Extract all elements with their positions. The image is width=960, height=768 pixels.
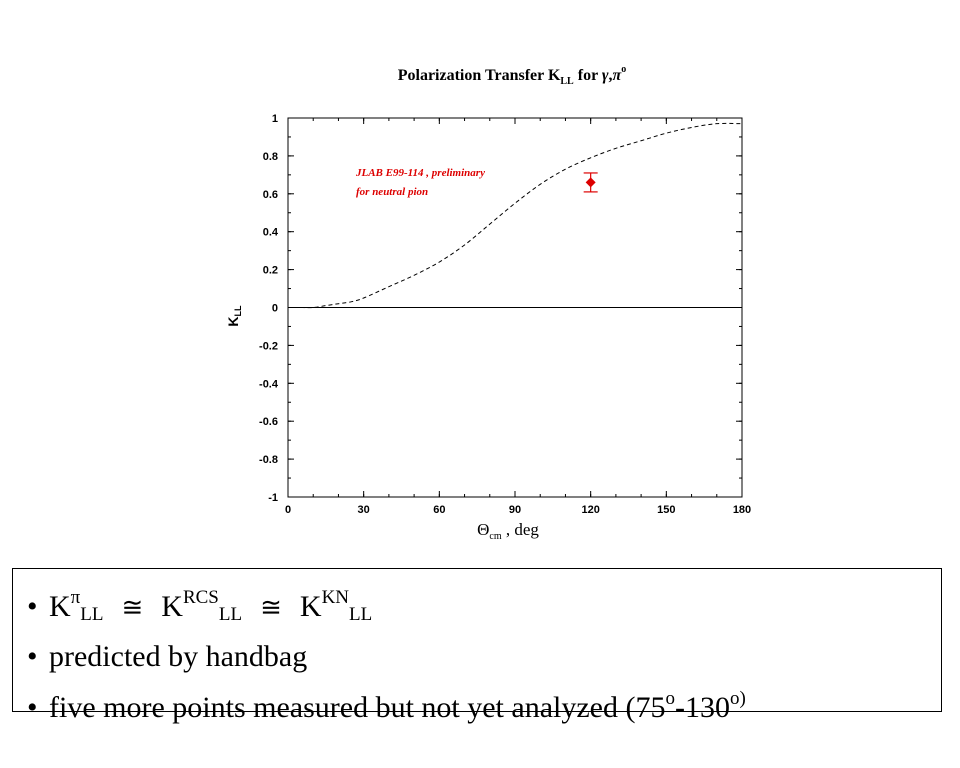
annotation-line2: for neutral pion: [356, 186, 428, 198]
y-tick-label: -1: [268, 492, 278, 504]
chart-title-mid: for: [574, 67, 602, 84]
y-axis-label-sub: LL: [233, 305, 243, 316]
x-tick-label: 150: [657, 504, 675, 516]
bullet-dot: •: [27, 590, 38, 623]
y-tick-label: 0.4: [263, 227, 279, 239]
approx-symbol-1: ≅: [121, 593, 144, 622]
chart-title-comma: ,: [609, 67, 613, 84]
handbag-prediction-curve: [300, 122, 743, 309]
bullet-handbag-text: predicted by handbag: [49, 640, 308, 673]
x-tick-labels: 0 30 60 90 120 150 180: [285, 504, 751, 516]
x-tick-label: 90: [509, 504, 521, 516]
bullet-kll-relation: • KπLL ≅ KRCSLL ≅ KKNLL: [27, 577, 941, 636]
bullet-more-points-text: five more points measured but not yet an…: [49, 691, 666, 724]
y-tick-label: -0.8: [259, 454, 278, 466]
jlab-data-point: [583, 172, 598, 193]
bullet-dot: •: [27, 640, 38, 673]
y-axis-label-main: K: [225, 316, 241, 326]
y-tick-label: 1: [272, 113, 278, 125]
kll-chart: Polarization Transfer KLL for γ,πo 10.80…: [225, 64, 751, 542]
range-end: -130: [674, 691, 730, 724]
chart-title-sub: LL: [560, 76, 574, 87]
k-kn: K: [299, 590, 322, 623]
ll-subscript-3: LL: [349, 604, 373, 625]
kn-superscript: KN: [321, 587, 350, 608]
x-tick-label: 30: [358, 504, 370, 516]
chart-title: Polarization Transfer KLL for γ,πo: [398, 64, 627, 87]
y-axis-label: KLL: [225, 305, 243, 327]
rcs-superscript: RCS: [182, 587, 219, 608]
x-axis-label-rest: , deg: [502, 520, 540, 539]
chart-title-pi: π: [613, 67, 623, 84]
degree-superscript-1: o: [665, 688, 675, 709]
summary-box: • KπLL ≅ KRCSLL ≅ KKNLL • predicted by handbag…: [12, 568, 942, 724]
chart-title-main: Polarization Transfer K: [398, 67, 561, 84]
y-tick-label: 0.8: [263, 151, 278, 163]
y-tick-label: 0: [272, 303, 278, 315]
pi-superscript: π: [70, 587, 81, 608]
y-tick-labels: 1 0.8 0.6 0.4 0.2 0 -0.2 -0.4 -0.6 -0.8 -1: [259, 113, 279, 504]
x-tick-label: 60: [433, 504, 445, 516]
bullet-dot: •: [27, 691, 38, 724]
ll-subscript-1: LL: [80, 604, 104, 625]
x-tick-label: 120: [581, 504, 599, 516]
chart-title-gamma: γ: [602, 67, 609, 84]
bullet-handbag: • predicted by handbag: [27, 636, 941, 678]
bullet-more-points: • five more points measured but not yet a…: [27, 678, 941, 729]
x-tick-label: 0: [285, 504, 291, 516]
y-tick-label: 0.6: [263, 189, 278, 201]
x-tick-label: 180: [733, 504, 751, 516]
ll-subscript-2: LL: [218, 604, 243, 625]
annotation-line1: JLAB E99-114 , preliminary: [355, 167, 485, 179]
x-axis-label: Θcm , deg: [477, 520, 539, 542]
y-tick-label: -0.2: [259, 340, 278, 352]
y-tick-label: -0.6: [259, 416, 278, 428]
y-tick-label: 0.2: [263, 265, 278, 277]
chart-title-sup: o: [621, 64, 626, 75]
k-pi: K: [49, 590, 71, 623]
k-rcs: K: [161, 590, 183, 623]
y-tick-label: -0.4: [259, 378, 279, 390]
degree-superscript-2: o): [729, 688, 746, 709]
data-point-marker: [585, 177, 596, 188]
approx-symbol-2: ≅: [260, 593, 282, 622]
x-axis-label-theta: Θ: [477, 520, 489, 539]
x-axis-label-sub: cm: [489, 531, 501, 542]
